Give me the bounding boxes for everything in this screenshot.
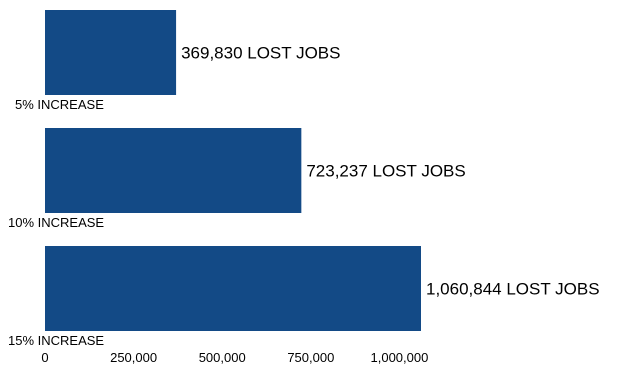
- x-tick-label-2: 250,000: [110, 350, 157, 365]
- bars-layer: [45, 10, 421, 331]
- x-tick-label-3: 500,000: [199, 350, 246, 365]
- category-label-2: 10% INCREASE: [8, 215, 104, 230]
- bar-2: [45, 128, 302, 213]
- x-tick-label-1: 0: [41, 350, 48, 365]
- x-tick-label-5: 1,000,000: [371, 350, 429, 365]
- bar-3: [45, 246, 421, 331]
- data-label-3: 1,060,844 LOST JOBS: [426, 280, 600, 299]
- data-label-1: 369,830 LOST JOBS: [181, 44, 340, 63]
- data-label-2: 723,237 LOST JOBS: [306, 162, 465, 181]
- labels-layer: 369,830 LOST JOBS 5% INCREASE 723,237 LOST…: [8, 44, 600, 349]
- bar-1: [45, 10, 177, 95]
- category-label-1: 5% INCREASE: [15, 97, 104, 112]
- category-label-3: 15% INCREASE: [8, 333, 104, 348]
- x-axis: 0 250,000 500,000 750,000 1,000,000: [41, 350, 428, 365]
- x-tick-label-4: 750,000: [287, 350, 334, 365]
